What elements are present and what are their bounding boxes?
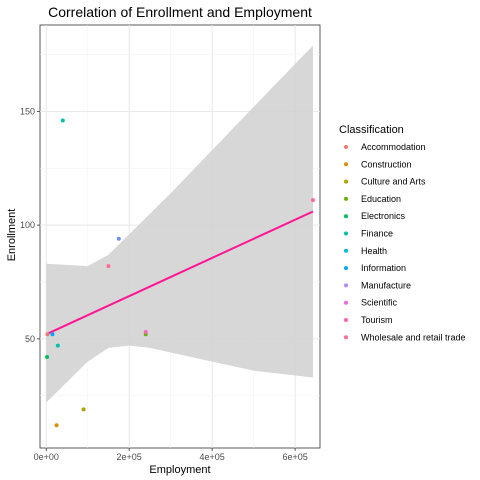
legend-key	[344, 283, 348, 288]
data-point	[55, 343, 60, 348]
data-point	[81, 407, 86, 412]
y-axis-title: Enrollment	[6, 209, 18, 262]
legend-key	[344, 179, 348, 184]
trend-line-group	[45, 210, 314, 336]
data-point	[106, 264, 111, 269]
legend-entry-label: Tourism	[361, 315, 393, 325]
x-tick-label: 2e+05	[117, 452, 142, 462]
legend-key	[344, 214, 348, 219]
legend-key	[344, 248, 348, 253]
legend-key	[344, 162, 348, 167]
x-tick-label: 4e+05	[200, 452, 225, 462]
data-point	[116, 236, 121, 241]
y-tick-label: 150	[20, 106, 35, 116]
data-point	[50, 332, 55, 337]
data-point	[310, 198, 315, 203]
legend-entry-label: Accommodation	[361, 142, 426, 152]
legend-key	[344, 266, 348, 271]
x-axis-title: Employment	[149, 464, 210, 476]
confidence-band	[46, 45, 313, 403]
legend: Classification Accommodation Construction…	[339, 124, 466, 342]
legend-entry-label: Electronics	[361, 211, 406, 221]
data-point	[45, 355, 50, 360]
data-point	[143, 330, 148, 335]
legend-title: Classification	[339, 124, 404, 136]
legend-key	[344, 318, 348, 322]
legend-key	[344, 196, 348, 201]
trend-line	[45, 210, 314, 336]
legend-entry-label: Health	[361, 246, 387, 256]
y-tick-label: 100	[20, 220, 35, 230]
confidence-band-group	[46, 45, 313, 403]
legend-entry-label: Finance	[361, 229, 393, 239]
legend-key	[344, 145, 348, 149]
x-tick-label: 6e+05	[282, 452, 307, 462]
legend-entry-label: Wholesale and retail trade	[361, 332, 466, 342]
y-axis-ticks: 50 100 150	[20, 106, 40, 344]
y-tick-label: 50	[25, 334, 35, 344]
legend-key	[344, 300, 348, 305]
x-axis-ticks: 0e+00 2e+05 4e+05 6e+05	[34, 448, 308, 462]
data-point	[60, 118, 65, 123]
legend-entry-label: Manufacture	[361, 280, 411, 290]
legend-entry-label: Culture and Arts	[361, 177, 426, 187]
points-group	[45, 118, 315, 428]
legend-entry-label: Scientific	[361, 298, 398, 308]
legend-entry-label: Information	[361, 263, 406, 273]
legend-entry-label: Education	[361, 194, 401, 204]
legend-entry-label: Construction	[361, 159, 412, 169]
x-tick-label: 0e+00	[34, 452, 59, 462]
data-point	[45, 332, 50, 337]
legend-key	[344, 335, 348, 340]
chart-title: Correlation of Enrollment and Employment	[48, 4, 312, 20]
legend-key	[344, 231, 348, 236]
data-point	[54, 423, 59, 428]
